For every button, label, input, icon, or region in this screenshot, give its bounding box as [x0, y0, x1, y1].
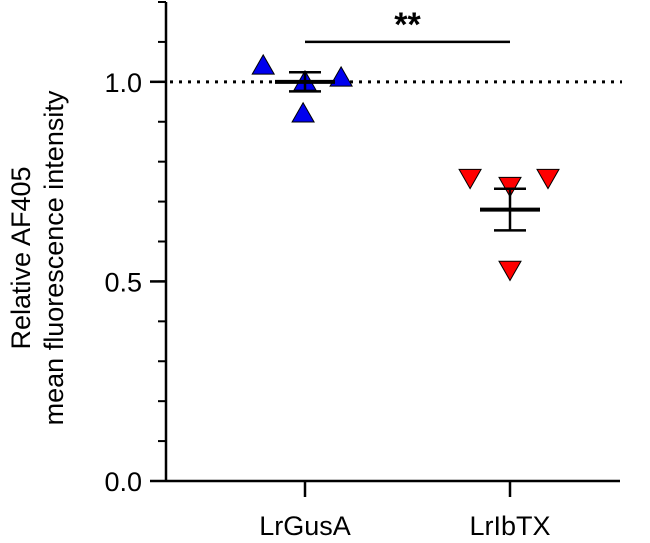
data-point: [536, 168, 560, 190]
error-bars: [275, 71, 540, 232]
y-tick-label: 0.0: [104, 467, 142, 497]
significance-label: **: [394, 6, 421, 44]
data-point: [251, 53, 276, 75]
x-category-label: LrIbTX: [469, 511, 550, 541]
y-tick-label: 0.5: [104, 267, 142, 297]
y-tick-label: 1.0: [104, 68, 142, 98]
y-axis-title-line-2: mean fluorescence intensity: [39, 90, 69, 425]
x-ticks: LrGusA LrIbTX: [259, 481, 551, 541]
data-points: [251, 53, 560, 282]
x-category-label: LrGusA: [259, 511, 351, 541]
significance-annotation: **: [305, 6, 510, 44]
y-axis-title: Relative AF405 mean fluorescence intensi…: [6, 90, 69, 425]
data-point: [458, 168, 482, 190]
data-point: [291, 101, 315, 123]
data-point: [498, 260, 522, 282]
y-major-ticks: 0.0 0.5 1.0: [104, 68, 166, 497]
data-point: [329, 65, 353, 87]
y-axis-title-line-1: Relative AF405: [6, 166, 36, 349]
data-point: [498, 176, 522, 198]
